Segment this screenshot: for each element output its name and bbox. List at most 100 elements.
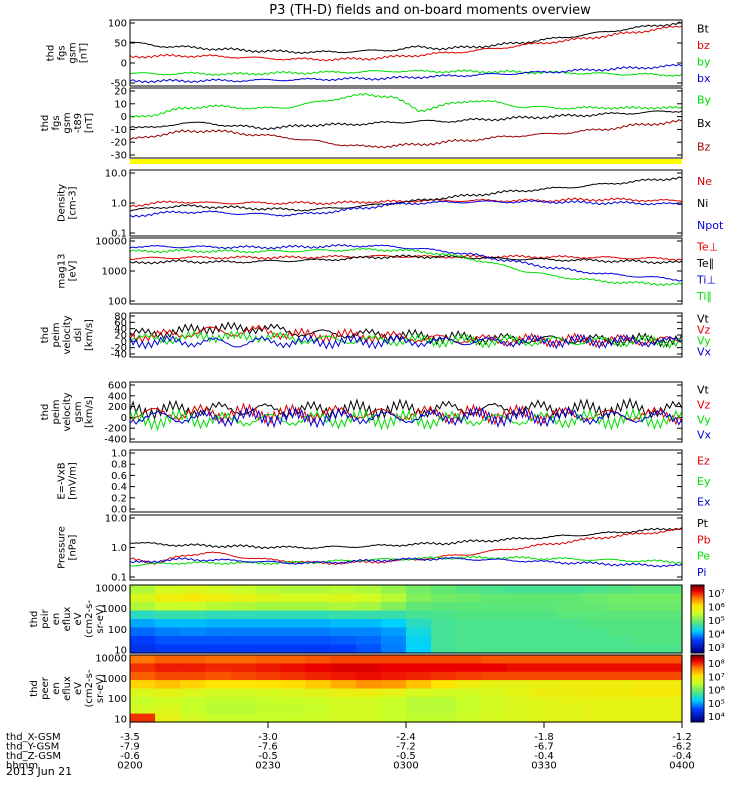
time-axis-value: -0.4 [672, 751, 692, 762]
colorbar-step [691, 624, 704, 627]
y-axis-label-line: E=-VxB [57, 462, 68, 499]
heatmap-cell [481, 688, 507, 698]
series-line-Ne [129, 197, 683, 208]
colorbar-step [691, 663, 704, 666]
y-axis-label-line: en [51, 613, 62, 626]
heatmap-cell [255, 663, 282, 673]
heatmap-cell [380, 688, 407, 698]
heatmap-cell [205, 663, 231, 673]
heatmap-cell [330, 610, 357, 620]
heatmap-cell [481, 696, 507, 706]
heatmap-cell [255, 610, 282, 620]
heatmap-cell [506, 610, 533, 620]
heatmap-cell [431, 688, 457, 698]
legend-Vt: Vt [697, 313, 710, 326]
heatmap-cell [380, 644, 407, 654]
colorbar-step [691, 675, 704, 678]
heatmap-cell [481, 627, 507, 637]
colorbar-step [691, 590, 704, 593]
heatmap-cell [481, 593, 507, 603]
colorbar-step [691, 634, 704, 637]
legend-Vx: Vx [697, 429, 712, 442]
heatmap-cell [255, 655, 282, 664]
heatmap-cell [180, 705, 206, 715]
heatmap-cells [130, 585, 683, 654]
time-axis-value: 0300 [393, 761, 418, 772]
heatmap-cell [280, 663, 307, 673]
heatmap-cell [230, 593, 257, 603]
heatmap-cell [180, 602, 206, 612]
heatmap-cell [556, 705, 583, 715]
y-axis-label: thdpeerenefluxeV(cm2-s-sr-eV) [29, 669, 106, 707]
heatmap-cell [506, 663, 533, 673]
heatmap-cell [631, 671, 658, 681]
heatmap-cell [481, 619, 507, 629]
colorbar-step [691, 658, 704, 661]
heatmap-cell [205, 644, 231, 654]
y-tick-label: 0.0 [111, 505, 127, 516]
heatmap-cell [606, 705, 633, 715]
panel-frame [129, 87, 683, 159]
heatmap-cell [531, 688, 558, 698]
colorbar-step [691, 683, 704, 686]
colorbar-step [691, 622, 704, 625]
heatmap-cell [305, 593, 332, 603]
y-tick-label: -20 [111, 138, 127, 149]
y-axis-label-line: gsm [62, 112, 73, 133]
heatmap-cell [531, 671, 558, 681]
heatmap-cell [406, 602, 432, 612]
y-axis-label-line: sr-eV) [95, 604, 106, 633]
heatmap-cell [506, 688, 533, 698]
y-axis-label: E=-VxB[mV/m] [57, 462, 79, 500]
heatmap-cell [481, 585, 507, 595]
heatmap-cell [380, 663, 407, 673]
y-axis-label-line: eV [73, 682, 84, 695]
heatmap-cell [656, 688, 683, 698]
heatmap-cell [230, 627, 257, 637]
heatmap-cell [606, 671, 633, 681]
heatmap-cell [456, 655, 482, 664]
heatmap-cell [456, 602, 482, 612]
heatmap-cell [330, 680, 357, 690]
colorbar-step [691, 703, 704, 706]
time-axis-value: -1.8 [534, 732, 554, 743]
heatmap-cell [205, 705, 231, 715]
colorbar-tick-label: 10³ [708, 643, 725, 654]
heatmap-cell [531, 713, 558, 723]
y-tick-label: -200 [104, 424, 127, 435]
legend-Te∥: Te∥ [696, 257, 714, 270]
heatmap-cell [180, 610, 206, 620]
heatmap-cell [130, 585, 156, 595]
y-tick-label: 10 [114, 646, 127, 657]
series-line-bz [129, 25, 683, 62]
y-tick-label: 10 [114, 99, 127, 110]
heatmap-cell [255, 602, 282, 612]
heatmap-cell [380, 671, 407, 681]
heatmap-cell [481, 655, 507, 664]
heatmap-cell [205, 636, 231, 646]
time-axis-value: -0.4 [534, 751, 554, 762]
colorbar-step [691, 600, 704, 603]
heatmap-cell [130, 619, 156, 629]
heatmap-cell [305, 585, 332, 595]
heatmap-cell [456, 663, 482, 673]
panel-velocity_gsm: thdpeimvelocitygsm[km/s] 6004002000-200-4… [40, 381, 712, 446]
y-tick-label: -40 [111, 350, 127, 361]
colorbar-step [691, 710, 704, 713]
heatmap-cells [130, 655, 683, 723]
colorbar-tick-label: 10⁴ [708, 712, 725, 723]
legend-Bx: Bx [697, 117, 712, 130]
heatmap-cell [631, 585, 658, 595]
heatmap-cell [456, 705, 482, 715]
colorbar-step [691, 644, 704, 647]
heatmap-cell [255, 671, 282, 681]
y-axis-label-line: velocity [62, 392, 73, 431]
heatmap-cell [130, 610, 156, 620]
heatmap-cell [355, 663, 382, 673]
panel-frame [129, 514, 683, 581]
heatmap-cell [155, 644, 181, 654]
time-axis-row-label: thd_X-GSM [6, 732, 61, 743]
colorbar-step [691, 716, 704, 720]
heatmap-cell [355, 636, 382, 646]
heatmap-cell [531, 627, 558, 637]
